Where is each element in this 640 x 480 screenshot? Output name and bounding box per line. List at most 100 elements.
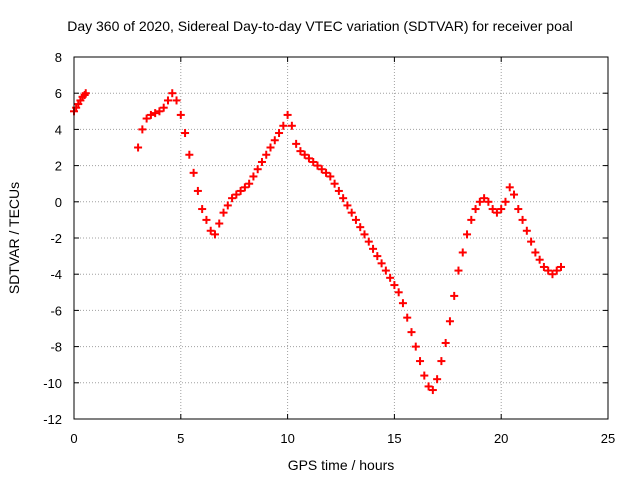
data-point bbox=[437, 357, 446, 366]
data-point bbox=[454, 266, 463, 275]
data-point bbox=[81, 89, 90, 98]
data-point bbox=[185, 150, 194, 159]
data-point bbox=[381, 266, 390, 275]
grid-layer bbox=[74, 57, 608, 419]
x-axis-label: GPS time / hours bbox=[287, 457, 395, 473]
data-point bbox=[228, 194, 237, 203]
data-point bbox=[390, 281, 399, 290]
points-layer bbox=[70, 89, 566, 395]
data-point bbox=[249, 172, 258, 181]
data-point bbox=[480, 194, 489, 203]
y-tick-label: -2 bbox=[50, 231, 62, 246]
data-point bbox=[287, 121, 296, 130]
data-point bbox=[510, 190, 519, 199]
data-point bbox=[356, 223, 365, 232]
data-point bbox=[270, 136, 279, 145]
y-tick-label: 6 bbox=[55, 86, 62, 101]
data-point bbox=[189, 168, 198, 177]
data-point bbox=[232, 190, 241, 199]
x-tick-label: 15 bbox=[387, 431, 401, 446]
data-point bbox=[492, 208, 501, 217]
data-point bbox=[202, 215, 211, 224]
y-tick-label: -12 bbox=[43, 412, 62, 427]
data-point bbox=[458, 248, 467, 257]
data-point bbox=[176, 110, 185, 119]
data-point bbox=[339, 194, 348, 203]
data-point bbox=[266, 143, 275, 152]
y-tick-label: 0 bbox=[55, 195, 62, 210]
data-point bbox=[240, 183, 249, 192]
data-point bbox=[501, 197, 510, 206]
y-tick-label: 4 bbox=[55, 122, 62, 137]
data-point bbox=[262, 150, 271, 159]
data-point bbox=[467, 215, 476, 224]
data-point bbox=[181, 129, 190, 138]
data-point bbox=[497, 205, 506, 214]
data-point bbox=[309, 157, 318, 166]
y-tick-label: 2 bbox=[55, 159, 62, 174]
data-point bbox=[394, 288, 403, 297]
data-point bbox=[548, 270, 557, 279]
data-point bbox=[471, 205, 480, 214]
y-tick-label: -8 bbox=[50, 340, 62, 355]
data-point bbox=[557, 262, 566, 271]
data-point bbox=[172, 96, 181, 105]
data-point bbox=[369, 244, 378, 253]
data-point bbox=[347, 208, 356, 217]
x-tick-label: 0 bbox=[70, 431, 77, 446]
data-point bbox=[210, 230, 219, 239]
data-point bbox=[398, 299, 407, 308]
data-point bbox=[475, 197, 484, 206]
data-point bbox=[245, 179, 254, 188]
x-tick-label: 20 bbox=[494, 431, 508, 446]
data-point bbox=[279, 121, 288, 130]
data-point bbox=[377, 259, 386, 268]
data-point bbox=[155, 107, 164, 116]
data-point bbox=[292, 139, 301, 148]
data-point bbox=[416, 357, 425, 366]
data-point bbox=[360, 230, 369, 239]
data-point bbox=[134, 143, 143, 152]
data-point bbox=[215, 219, 224, 228]
data-point bbox=[518, 215, 527, 224]
data-point bbox=[527, 237, 536, 246]
data-point bbox=[236, 186, 245, 195]
data-point bbox=[159, 103, 168, 112]
data-point bbox=[424, 382, 433, 391]
data-point bbox=[322, 168, 331, 177]
data-point bbox=[163, 96, 172, 105]
y-tick-label: 8 bbox=[55, 50, 62, 65]
data-point bbox=[386, 273, 395, 282]
data-point bbox=[373, 252, 382, 261]
data-point bbox=[428, 386, 437, 395]
data-point bbox=[488, 205, 497, 214]
data-point bbox=[463, 230, 472, 239]
y-tick-label: -4 bbox=[50, 267, 62, 282]
data-point bbox=[151, 109, 160, 118]
data-point bbox=[514, 205, 523, 214]
chart-title: Day 360 of 2020, Sidereal Day-to-day VTE… bbox=[67, 18, 573, 34]
x-tick-label: 5 bbox=[177, 431, 184, 446]
data-point bbox=[364, 237, 373, 246]
data-point bbox=[138, 125, 147, 134]
data-point bbox=[206, 226, 215, 235]
data-point bbox=[168, 89, 177, 98]
data-point bbox=[275, 129, 284, 138]
data-point bbox=[407, 328, 416, 337]
data-point bbox=[403, 313, 412, 322]
data-point bbox=[253, 165, 262, 174]
data-point bbox=[334, 186, 343, 195]
data-point bbox=[198, 205, 207, 214]
data-point bbox=[142, 114, 151, 123]
tick-layer: 0 5 10 15 20 25 -12 -10 -8 -6 -4 -2 0 2 4 6 8 bbox=[43, 50, 615, 446]
data-point bbox=[219, 208, 228, 217]
data-point bbox=[522, 226, 531, 235]
data-point bbox=[450, 291, 459, 300]
data-point bbox=[283, 110, 292, 119]
data-point bbox=[296, 147, 305, 156]
data-point bbox=[257, 157, 266, 166]
data-point bbox=[193, 186, 202, 195]
data-point bbox=[441, 338, 450, 347]
data-point bbox=[544, 266, 553, 275]
plot-frame bbox=[73, 56, 609, 420]
